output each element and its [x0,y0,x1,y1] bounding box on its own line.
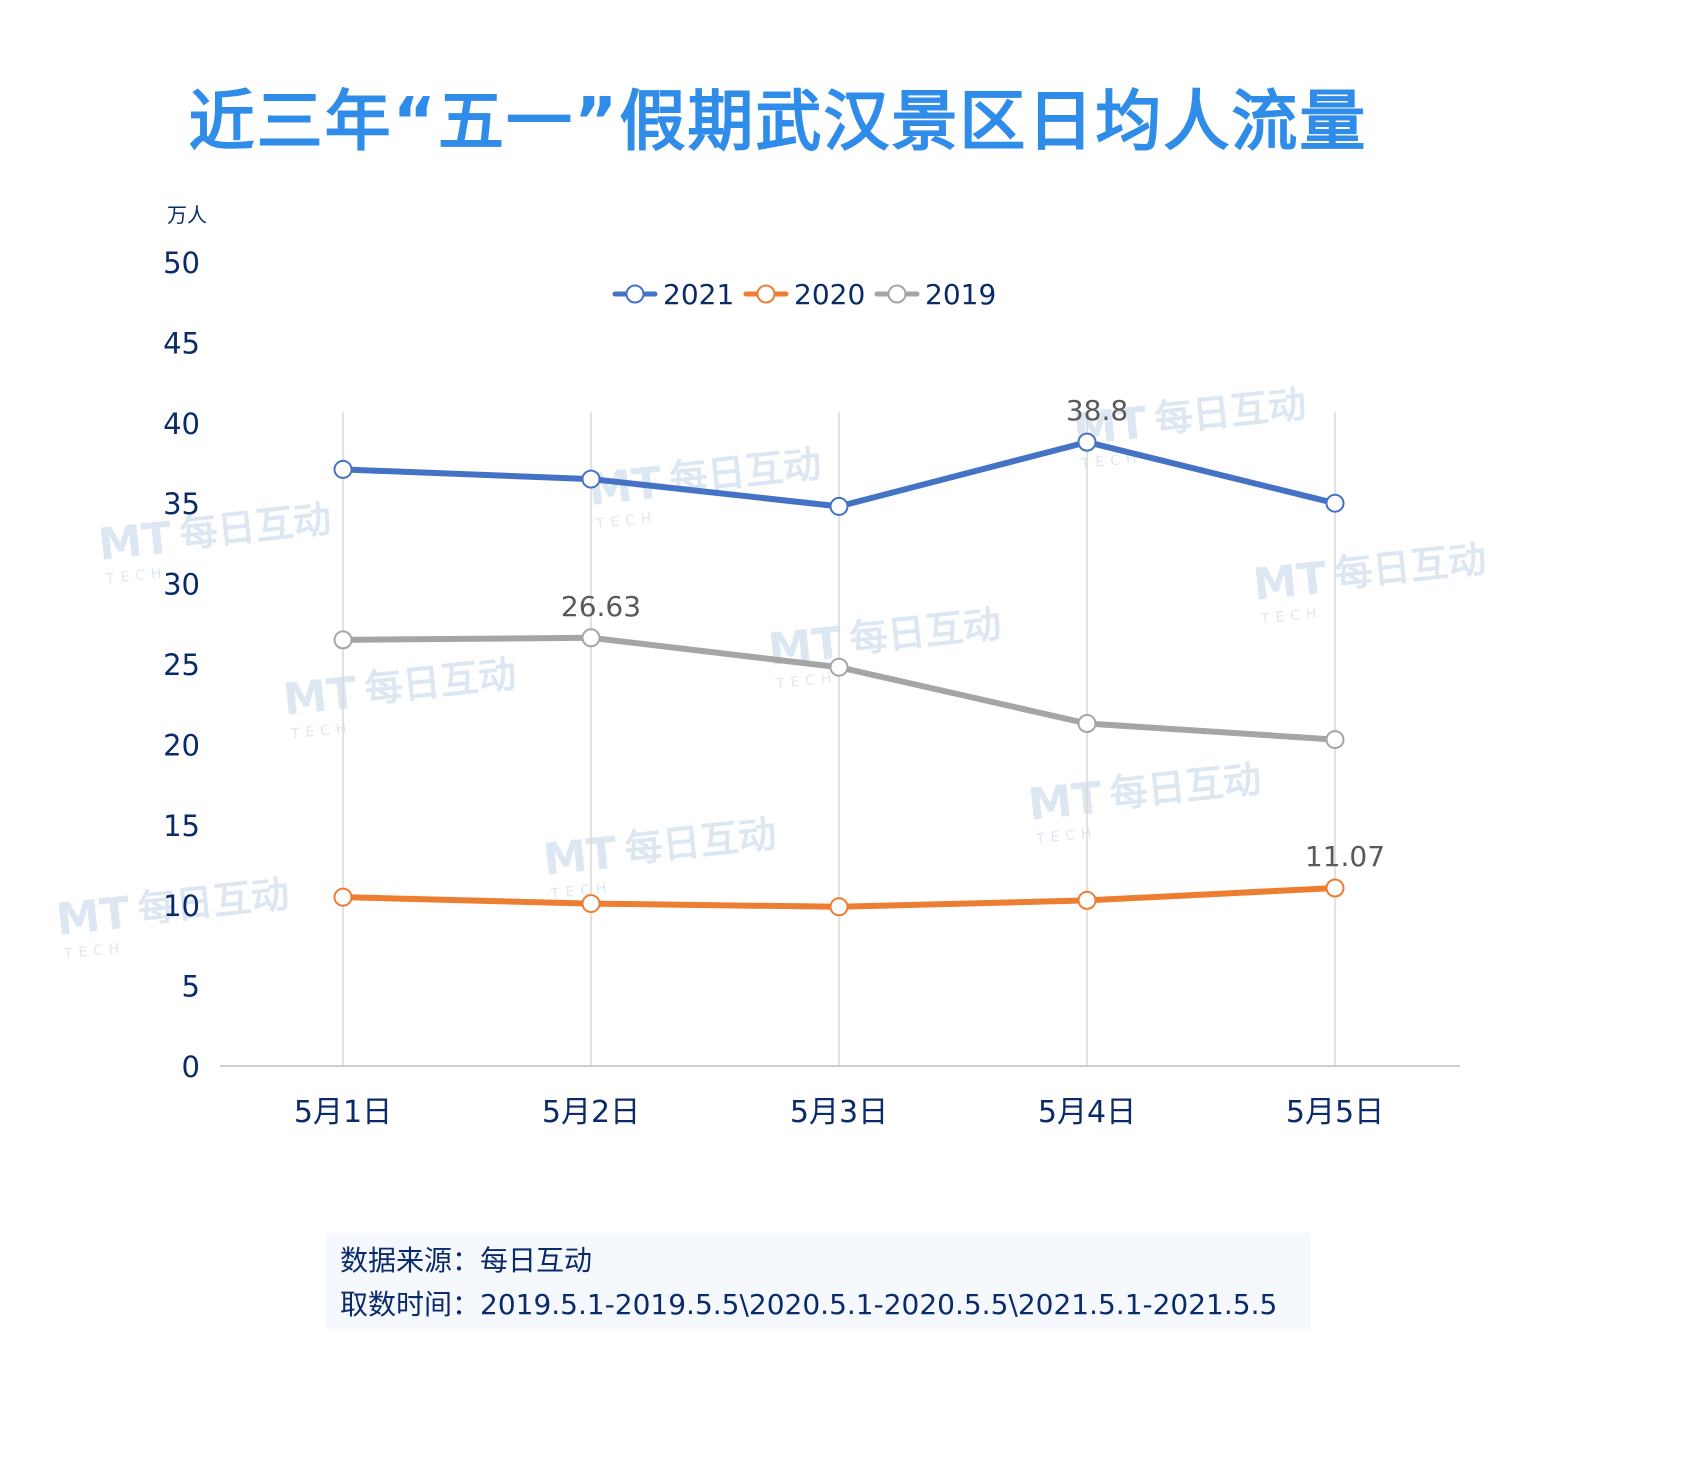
x-tick-label: 5月4日 [1038,1095,1136,1130]
watermark-brand: 每日互动 [1152,382,1308,442]
legend-item-2020: 2020 [743,278,865,311]
y-tick-label: 40 [163,407,200,441]
x-tick-label: 5月2日 [542,1095,640,1130]
data-label: 38.8 [1066,394,1128,427]
data-point-2021 [581,469,601,489]
watermark-sub: TECH [1079,450,1143,472]
y-tick-label: 45 [163,326,200,360]
watermark-logo: MT [1026,773,1105,831]
legend-label: 2019 [925,278,996,311]
data-point-2021 [1325,493,1345,513]
legend-marker [756,284,776,304]
data-source-text: 数据来源：每日互动 [340,1244,593,1277]
watermark-logo: MT [54,888,133,946]
y-tick-label: 20 [163,728,200,762]
watermark-sub: TECH [774,670,838,692]
series-layer [333,432,1345,917]
y-tick-label: 35 [163,487,200,521]
data-point-2020 [829,897,849,917]
data-point-2020 [333,887,353,907]
x-tick-label: 5月5日 [1286,1095,1384,1130]
watermark-brand: 每日互动 [847,602,1003,662]
watermark-sub: TECH [62,940,126,962]
y-tick-label: 0 [182,1050,200,1084]
watermark-sub: TECH [594,510,658,532]
data-point-2019 [1077,713,1097,733]
data-point-2021 [1077,432,1097,452]
data-point-2019 [581,628,601,648]
y-tick-label: 15 [163,809,200,843]
data-point-2021 [333,459,353,479]
watermark-brand: 每日互动 [362,652,518,712]
legend-item-2019: 2019 [874,278,996,311]
data-point-2020 [581,894,601,914]
legend-marker [887,284,907,304]
data-point-2019 [829,657,849,677]
legend: 2021 2020 2019 [612,278,996,311]
data-label: 11.07 [1305,840,1385,873]
watermark-sub: TECH [289,720,353,742]
chart-title: 近三年“五一”假期武汉景区日均人流量 [188,83,1368,160]
watermark-logo: MT [541,828,620,886]
watermark-sub: TECH [1259,605,1323,627]
y-tick-label: 30 [163,568,200,602]
x-tick-label: 5月3日 [790,1095,888,1130]
y-tick-label: 10 [163,889,200,923]
watermark-brand: 每日互动 [1107,757,1263,817]
data-point-2021 [829,496,849,516]
x-axis: 5月1日 5月2日 5月3日 5月4日 5月5日 [220,1065,1460,1130]
watermark: MT 每日互动 TECH [1026,757,1263,848]
data-point-2019 [333,630,353,650]
watermark: MT 每日互动 TECH [1251,537,1488,628]
y-axis-unit: 万人 [167,203,207,227]
data-point-2019 [1325,730,1345,750]
y-tick-label: 25 [163,648,200,682]
legend-label: 2020 [794,278,865,311]
footer-note: 数据来源：每日互动 取数时间：2019.5.1-2019.5.5\2020.5.… [326,1233,1311,1329]
data-labels: 38.8 26.63 11.07 [561,394,1385,873]
watermark-brand: 每日互动 [177,497,333,557]
watermark: MT 每日互动 TECH [281,652,518,743]
x-tick-label: 5月1日 [294,1095,392,1130]
data-period-text: 取数时间：2019.5.1-2019.5.5\2020.5.1-2020.5.5… [340,1288,1278,1321]
watermark-logo: MT [281,668,360,726]
watermark-brand: 每日互动 [135,872,291,932]
watermark-logo: MT [1251,553,1330,611]
data-point-2020 [1325,878,1345,898]
watermark: MT 每日互动 TECH [96,497,333,588]
y-tick-label: 5 [182,970,200,1004]
watermark-brand: 每日互动 [1332,537,1488,597]
y-axis: 0 5 10 15 20 25 30 35 40 45 50 [163,246,200,1084]
watermark-sub: TECH [1034,825,1098,847]
legend-marker [625,284,645,304]
y-tick-label: 50 [163,246,200,280]
watermark-logo: MT [96,513,175,571]
legend-item-2021: 2021 [612,278,734,311]
legend-label: 2021 [663,278,734,311]
data-point-2020 [1077,890,1097,910]
data-label: 26.63 [561,590,641,623]
watermark-brand: 每日互动 [622,812,778,872]
watermark-sub: TECH [104,565,168,587]
